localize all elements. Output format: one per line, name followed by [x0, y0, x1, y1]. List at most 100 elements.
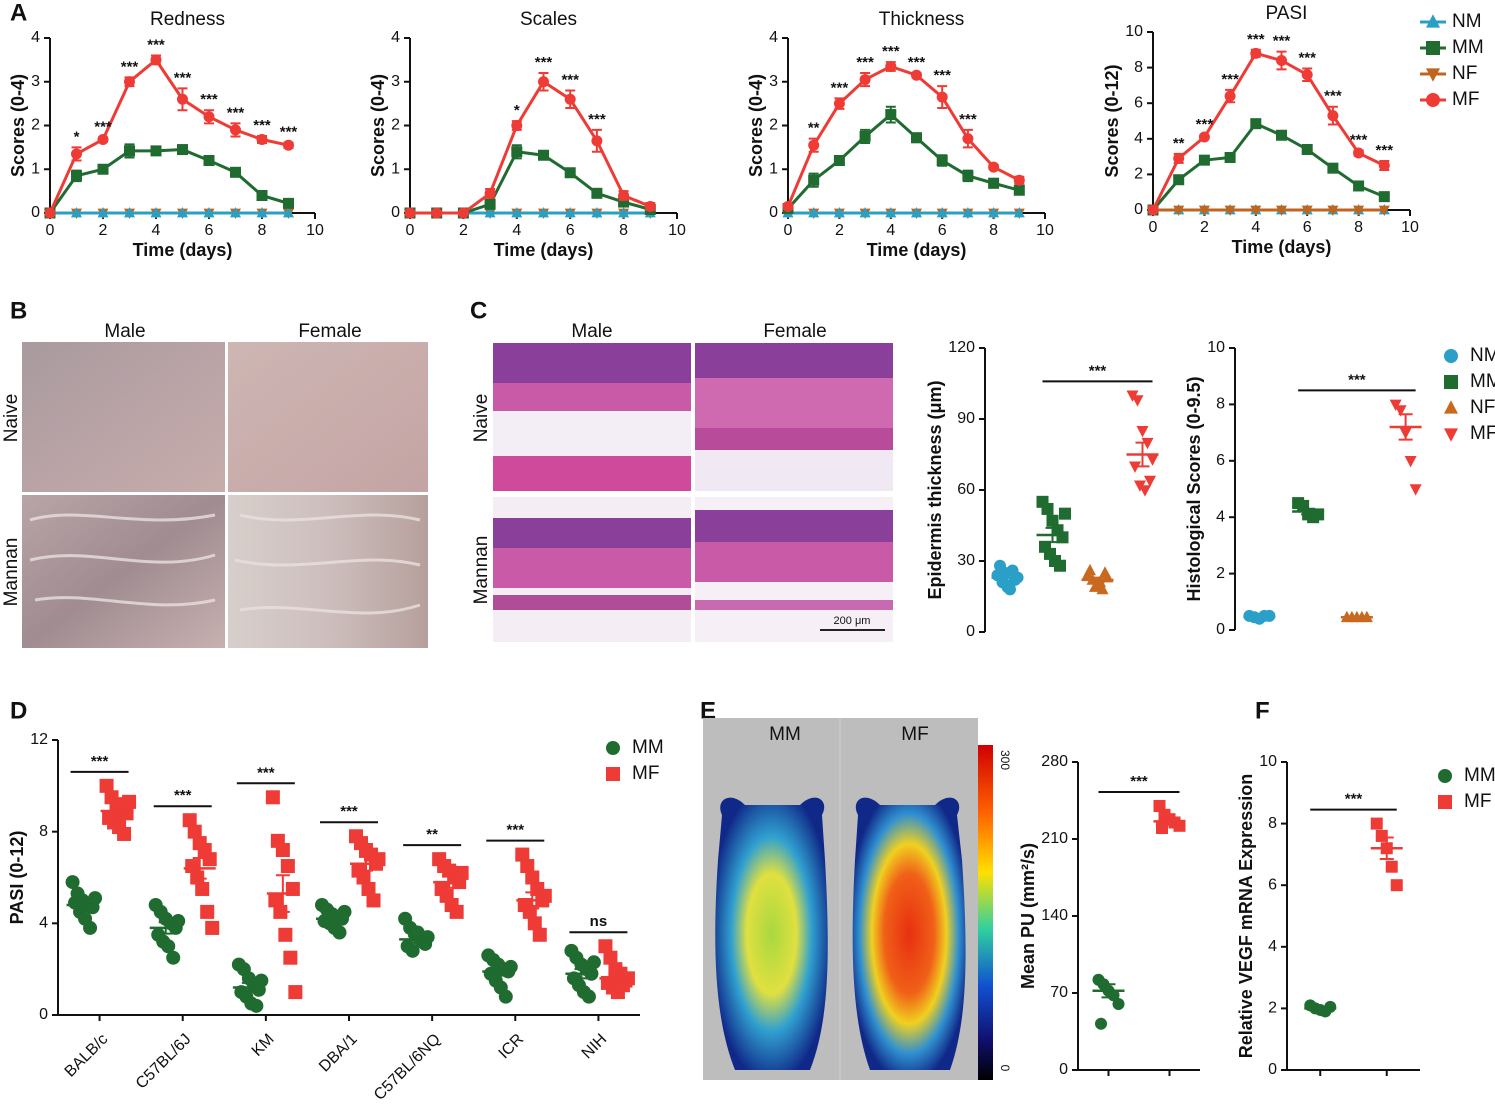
x-tick-label: 4 [886, 222, 895, 239]
y-tick-label: 3 [769, 73, 778, 90]
data-point [275, 843, 290, 857]
data-point [591, 206, 603, 218]
significance-label: *** [1345, 791, 1363, 808]
data-point [187, 824, 202, 839]
skin-photos [22, 342, 428, 648]
panel-label: C [470, 297, 487, 324]
data-point [1041, 502, 1054, 515]
data-point [1046, 514, 1059, 527]
data-point [962, 133, 974, 145]
sem-bar [1398, 413, 1413, 441]
data-point [1099, 566, 1111, 578]
data-point [124, 145, 135, 157]
data-point [808, 174, 820, 186]
data-point [1084, 563, 1096, 576]
data-point [283, 139, 294, 151]
chart-title: Scales [520, 9, 577, 30]
data-point [88, 891, 103, 906]
data-point [205, 920, 220, 935]
data-point [988, 177, 1000, 189]
data-point [782, 200, 794, 212]
data-point [962, 206, 974, 218]
data-point [1173, 819, 1186, 832]
y-tick-label: 10 [1259, 753, 1277, 770]
data-point [449, 904, 464, 919]
x-tick-label: 2 [459, 222, 468, 239]
sem-bar [109, 805, 124, 817]
y-tick-label: 2 [1268, 1000, 1277, 1017]
y-tick-label: 0 [31, 204, 40, 221]
legend-marker [606, 741, 620, 755]
data-point [405, 943, 420, 958]
y-tick-label: 70 [1050, 984, 1068, 1001]
data-point [538, 206, 549, 218]
panel-label: F [1255, 697, 1270, 724]
significance-label: *** [1247, 31, 1265, 48]
data-point [97, 134, 109, 145]
data-point [859, 130, 871, 142]
data-point [564, 167, 576, 179]
data-point [538, 76, 549, 88]
data-point [71, 170, 82, 182]
y-tick-label: 10 [1125, 23, 1143, 40]
data-point [1378, 160, 1390, 171]
sem-bar [1101, 983, 1116, 999]
data-point [117, 826, 132, 841]
sem-bar [608, 972, 623, 984]
significance-label: *** [200, 91, 218, 108]
significance-label: ** [1173, 135, 1185, 152]
significance-label: *** [1350, 131, 1368, 148]
data-point [885, 109, 897, 121]
significance-label: *** [933, 67, 951, 84]
significance-label: *** [1221, 71, 1239, 88]
x-tick-label: 4 [1251, 219, 1260, 236]
data-point [97, 163, 109, 175]
data-point [586, 955, 601, 970]
y-tick-label: 2 [1134, 166, 1143, 183]
y-tick-label: 6 [1134, 94, 1143, 111]
data-point [97, 206, 109, 218]
data-point [1250, 205, 1262, 217]
significance-label: *** [227, 104, 245, 121]
data-point [1131, 395, 1144, 407]
legend-marker [606, 767, 620, 781]
legend-label: MF [1470, 423, 1495, 444]
x-tick-label: C57BL/6NQ [371, 1031, 444, 1104]
data-point [532, 927, 547, 942]
sem-bar [1301, 507, 1316, 516]
data-point [203, 111, 215, 123]
significance-label: ** [808, 120, 820, 137]
image-label: MF [901, 724, 928, 745]
data-point [1301, 69, 1313, 81]
data-point [1144, 475, 1156, 488]
x-tick-label: 0 [46, 222, 55, 239]
x-tick-label: 10 [306, 222, 324, 239]
x-tick-label: ICR [496, 1031, 528, 1063]
x-tick-label: 6 [566, 222, 575, 239]
significance-label: *** [257, 764, 275, 781]
significance-label: *** [174, 69, 192, 86]
y-tick-label: 6 [1216, 452, 1225, 469]
x-tick-label: 6 [938, 222, 947, 239]
data-point [1095, 1017, 1107, 1030]
data-point [1146, 454, 1159, 466]
legend-marker [1426, 14, 1440, 28]
significance-label: *** [1324, 88, 1342, 105]
data-point [911, 132, 922, 144]
data-point [83, 920, 98, 935]
y-axis-label: Scores (0-4) [368, 74, 388, 177]
legend-marker [1426, 41, 1440, 55]
y-axis-label: Histological Scores (0-9.5) [1184, 376, 1204, 601]
significance-label: *** [561, 71, 579, 88]
significance-label: *** [1348, 371, 1366, 388]
significance-label: * [514, 102, 520, 119]
data-point [1136, 426, 1149, 438]
x-tick-label: 6 [205, 222, 214, 239]
data-point [268, 893, 283, 908]
y-tick-label: 4 [1268, 938, 1277, 955]
data-point [1198, 154, 1210, 166]
significance-label: *** [280, 124, 298, 141]
data-point [431, 207, 443, 219]
y-axis-label: Relative VEGF mRNA Expression [1236, 774, 1256, 1058]
data-point [833, 155, 845, 166]
